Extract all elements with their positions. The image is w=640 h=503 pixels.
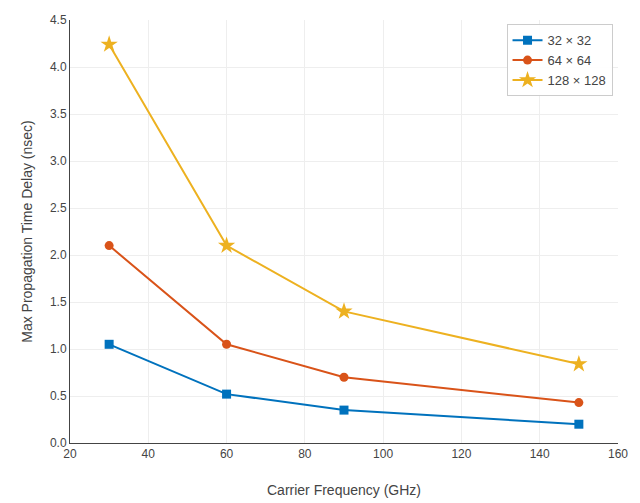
svg-text:32 × 32: 32 × 32 (548, 33, 592, 48)
svg-text:1.0: 1.0 (50, 342, 67, 356)
svg-text:4.5: 4.5 (50, 13, 67, 27)
svg-text:140: 140 (530, 447, 550, 461)
svg-text:128 × 128: 128 × 128 (548, 73, 606, 88)
svg-text:0.0: 0.0 (50, 436, 67, 450)
svg-text:0.5: 0.5 (50, 389, 67, 403)
svg-text:3.5: 3.5 (50, 107, 67, 121)
svg-text:64 × 64: 64 × 64 (548, 53, 592, 68)
svg-text:60: 60 (220, 447, 234, 461)
svg-text:100: 100 (373, 447, 393, 461)
svg-text:40: 40 (142, 447, 156, 461)
svg-text:2.0: 2.0 (50, 248, 67, 262)
svg-text:20: 20 (63, 447, 77, 461)
svg-text:80: 80 (298, 447, 312, 461)
svg-text:Max Propagation Time Delay (ns: Max Propagation Time Delay (nsec) (19, 120, 35, 343)
svg-text:160: 160 (608, 447, 628, 461)
svg-text:2.5: 2.5 (50, 201, 67, 215)
svg-text:Carrier Frequency (GHz): Carrier Frequency (GHz) (267, 482, 421, 498)
svg-text:120: 120 (451, 447, 471, 461)
svg-text:1.5: 1.5 (50, 295, 67, 309)
svg-text:4.0: 4.0 (50, 60, 67, 74)
svg-text:3.0: 3.0 (50, 154, 67, 168)
